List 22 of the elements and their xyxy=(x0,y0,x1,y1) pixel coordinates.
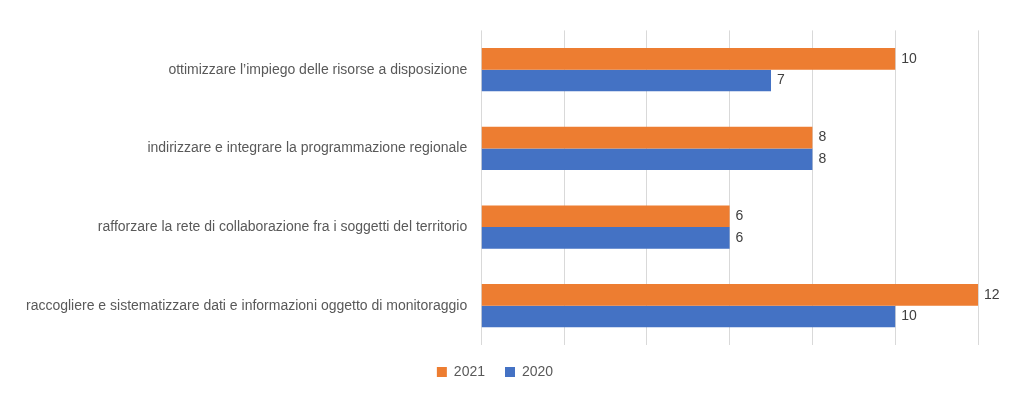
bar xyxy=(481,284,978,306)
legend-label: 2020 xyxy=(522,362,554,379)
bar xyxy=(481,69,772,92)
data-label: 10 xyxy=(901,49,917,66)
data-label: 8 xyxy=(818,128,827,145)
bar xyxy=(481,48,896,70)
data-label: 7 xyxy=(777,71,786,88)
y-tick-label: raccogliere e sistematizzare dati e informazioni oggetto di monitoraggio xyxy=(25,296,468,313)
y-tick-label: ottimizzare l’impiego delle risorse a disposizione xyxy=(168,60,468,77)
bar xyxy=(481,227,730,249)
y-tick-label: indirizzare e integrare la programmazione regionale xyxy=(147,139,468,156)
bar xyxy=(481,205,730,228)
bar xyxy=(481,305,896,328)
bar xyxy=(481,148,813,170)
data-label: 12 xyxy=(984,285,1000,302)
data-label: 6 xyxy=(735,207,744,224)
y-tick-label: rafforzare la rete di collaborazione fra i soggetti del territorio xyxy=(97,217,468,234)
data-label: 6 xyxy=(735,228,744,245)
legend-label: 2021 xyxy=(453,362,486,379)
data-label: 8 xyxy=(818,150,827,167)
bar xyxy=(481,126,813,149)
data-label: 10 xyxy=(901,307,917,324)
